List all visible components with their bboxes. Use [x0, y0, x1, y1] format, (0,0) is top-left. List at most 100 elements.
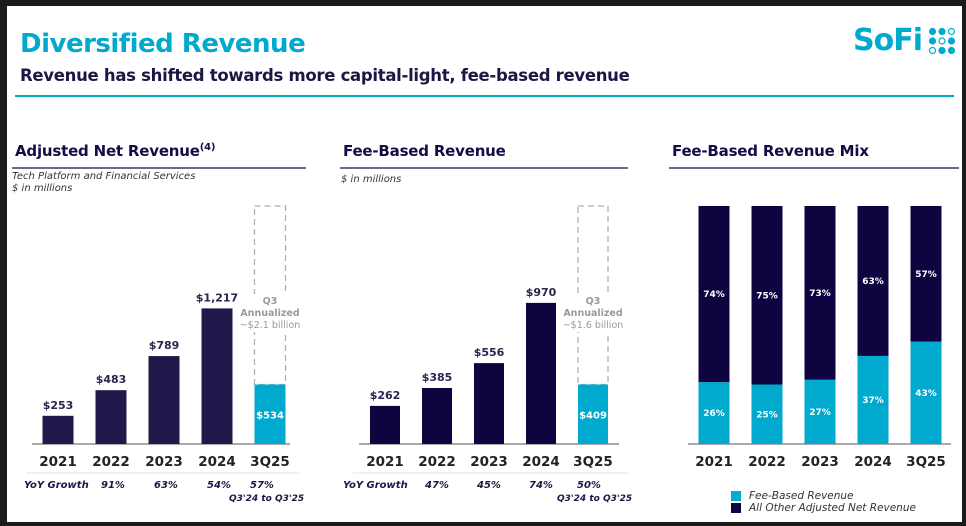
bar-other [804, 206, 836, 380]
x-tick-label: 2024 [522, 454, 560, 470]
x-tick-label: 2023 [801, 454, 839, 470]
data-label-other: 57% [915, 270, 937, 280]
yoy-value: 47% [425, 480, 449, 491]
x-tick-label: 2021 [39, 454, 77, 470]
data-label: $556 [474, 346, 505, 359]
bar-fee [804, 379, 836, 444]
bar-other [910, 206, 942, 342]
x-tick-label: 2023 [145, 454, 183, 470]
data-label: $1,217 [196, 291, 238, 304]
yoy-value: 91% [101, 480, 125, 491]
page-title: Diversified Revenue [20, 29, 306, 59]
annotation-value: ~$2.1 billion [240, 320, 301, 331]
bar-other [857, 206, 889, 356]
data-label-other: 74% [703, 290, 725, 300]
annotation-q3: Q3 [263, 296, 278, 307]
x-tick-label: 3Q25 [906, 454, 946, 470]
x-tick-label: 3Q25 [573, 454, 613, 470]
bar-other [751, 206, 783, 385]
yoy-value: 57% [250, 480, 274, 491]
legend-item-other: All Other Adjusted Net Revenue [731, 502, 916, 514]
data-label-fee: 26% [703, 409, 725, 419]
legend-label: Fee-Based Revenue [749, 490, 854, 502]
annotation-bg [248, 294, 292, 333]
x-tick-label: 2022 [418, 454, 456, 470]
adjusted-title-rule [12, 167, 306, 169]
data-label: $385 [422, 371, 453, 384]
adjusted-net-revenue-title: Adjusted Net Revenue(4) [15, 142, 215, 160]
fee-based-revenue-title: Fee-Based Revenue [343, 142, 506, 160]
data-label-fee: 43% [915, 389, 937, 399]
legend-item-fee: Fee-Based Revenue [731, 490, 916, 502]
x-tick-label: 2022 [748, 454, 786, 470]
yoy-label: YoY Growth [24, 480, 89, 491]
data-label-other: 75% [756, 291, 778, 301]
data-label: $970 [526, 286, 557, 299]
bar [148, 356, 180, 444]
bar-other [698, 206, 730, 383]
data-label-other: 73% [809, 289, 831, 299]
adjusted-net-revenue-chart: $253 2021 $483 2022 $789 2023 $1,217 2024 Q3Annu… [26, 205, 301, 474]
data-label-other: 63% [862, 277, 884, 287]
yoy-value: 45% [477, 480, 501, 491]
annotation-annualized: Annualized [240, 308, 299, 319]
bar [254, 384, 286, 444]
data-label: $789 [149, 339, 180, 352]
bar [474, 363, 504, 444]
fee-based-revenue-chart: $262 2021 $385 2022 $556 2023 $970 2024 Q3Annual… [353, 205, 629, 474]
yoy-label: YoY Growth [343, 480, 408, 491]
annotation-q3: Q3 [586, 296, 601, 307]
bar-fee [857, 355, 889, 444]
adjusted-notes: Tech Platform and Financial Services $ i… [12, 171, 195, 195]
unit-note: $ in millions [12, 183, 73, 194]
yoy-value: 50% [577, 480, 601, 491]
mix-legend: Fee-Based Revenue All Other Adjusted Net… [731, 490, 916, 514]
yoy-period-note: Q3'24 to Q3'25 [229, 494, 305, 504]
bar [201, 308, 233, 444]
yoy-period-note: Q3'24 to Q3'25 [557, 494, 633, 504]
bar [95, 390, 127, 444]
x-tick-label: 2021 [695, 454, 733, 470]
footnote-marker: (4) [199, 142, 216, 153]
bar [370, 405, 400, 444]
mix-title-rule [669, 167, 959, 169]
slide: Diversified Revenue Revenue has shifted … [7, 6, 962, 522]
adjusted-title-text: Adjusted Net Revenue [15, 142, 200, 160]
legend-label: All Other Adjusted Net Revenue [749, 502, 916, 514]
bar [42, 415, 74, 444]
x-tick-label: 2024 [198, 454, 236, 470]
header-divider [15, 95, 954, 97]
data-label: $534 [256, 410, 284, 421]
data-label: $409 [579, 410, 607, 421]
x-tick-label: 3Q25 [250, 454, 290, 470]
yoy-value: 63% [154, 480, 178, 491]
bar [422, 387, 452, 444]
segment-note: Tech Platform and Financial Services [12, 171, 196, 182]
data-label: $262 [370, 389, 401, 402]
data-label-fee: 25% [756, 410, 778, 420]
legend-swatch-other [731, 503, 741, 513]
bar [578, 384, 608, 444]
fee-mix-title: Fee-Based Revenue Mix [672, 142, 869, 160]
fee-mix-chart: 26% 74% 2021 25% 75% 2022 27% 73% 2023 37% 63% 2024… [688, 206, 951, 470]
bar-fee [910, 341, 942, 444]
bar-fee [698, 382, 730, 444]
page-subtitle: Revenue has shifted towards more capital… [20, 66, 630, 85]
fee-notes: $ in millions [341, 174, 401, 186]
x-tick-label: 2023 [470, 454, 508, 470]
x-tick-label: 2022 [92, 454, 130, 470]
bar [526, 302, 556, 444]
sofi-logo: SoFi [853, 23, 956, 58]
fee-title-rule [340, 167, 628, 169]
annotation-value: ~$1.6 billion [563, 320, 624, 331]
annotation-annualized: Annualized [563, 308, 622, 319]
data-label-fee: 27% [809, 408, 831, 418]
data-label-fee: 37% [862, 396, 884, 406]
unit-note: $ in millions [341, 174, 402, 185]
data-label: $483 [96, 373, 127, 386]
x-tick-label: 2021 [366, 454, 404, 470]
annotation-bg [572, 294, 614, 333]
yoy-value: 54% [207, 480, 231, 491]
legend-swatch-fee [731, 491, 741, 501]
x-tick-label: 2024 [854, 454, 892, 470]
